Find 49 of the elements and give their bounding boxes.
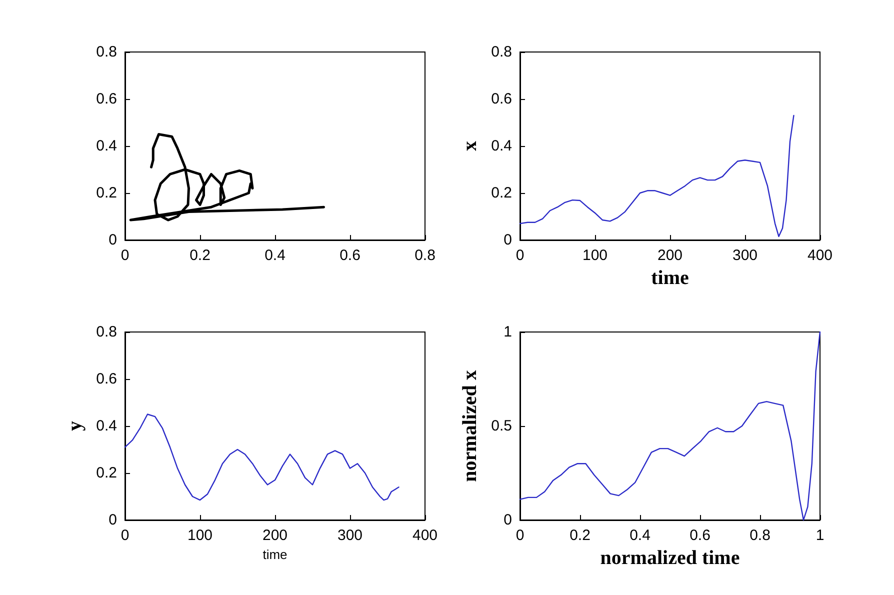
y-tick-label: 0.8	[96, 44, 117, 60]
x-tick-label: 0.2	[570, 527, 590, 544]
y-tick-label: 0	[108, 512, 117, 528]
x-tick-label: 0.2	[190, 247, 210, 264]
y-tick-label: 0.4	[96, 418, 117, 434]
y-tick-label: 0.4	[491, 138, 512, 154]
x-tick-label: 300	[732, 247, 758, 264]
x-axis-title: time	[651, 267, 689, 289]
y-tick-label: 0.6	[96, 90, 117, 108]
line-series	[129, 133, 325, 222]
x-tick-label: 400	[807, 247, 833, 264]
x-tick-label: 200	[657, 247, 683, 264]
x-tick-label: 0	[120, 247, 130, 264]
x-axis-title: time	[262, 547, 288, 562]
x-tick-label: 300	[337, 527, 363, 544]
y-tick-label: 0.6	[491, 90, 512, 108]
y-tick-label: 0.5	[491, 418, 512, 434]
y-tick-label: 0.2	[96, 184, 117, 202]
x-tick-label: 0	[516, 247, 524, 264]
x-tick-label: 0.6	[690, 527, 710, 544]
x-tick-label: 1	[816, 527, 824, 544]
x-tick-label: 0	[516, 527, 524, 544]
y-tick-label: 0.2	[491, 184, 512, 202]
y-tick-label: 0	[504, 232, 512, 248]
y-tick-label: 1	[504, 324, 512, 340]
y-tick-label: 0.6	[96, 370, 117, 388]
y-axis-title: normalized x	[459, 370, 482, 482]
y-tick-label: 0.2	[96, 464, 117, 482]
x-tick-label: 100	[582, 247, 608, 264]
y-tick-label: 0.4	[96, 138, 117, 154]
x-tick-label: 100	[187, 527, 213, 544]
y-tick-label: 0	[504, 512, 512, 528]
y-tick-label: 0.8	[491, 44, 512, 60]
line-series	[519, 114, 794, 238]
line-series	[124, 414, 400, 501]
x-tick-label: 200	[262, 527, 288, 544]
x-tick-label: 0	[120, 527, 130, 544]
line-series	[519, 331, 821, 521]
x-axis-title: normalized time	[600, 547, 740, 569]
x-tick-label: 0.8	[414, 247, 436, 264]
y-tick-label: 0	[108, 232, 117, 248]
x-tick-label: 0.8	[750, 527, 770, 544]
x-tick-label: 400	[412, 527, 438, 544]
y-axis-title: x	[459, 141, 482, 151]
y-axis-title: y	[64, 421, 86, 431]
x-tick-label: 0.6	[340, 247, 360, 264]
x-tick-label: 0.4	[264, 247, 286, 264]
x-tick-label: 0.4	[630, 527, 650, 544]
y-tick-label: 0.8	[96, 324, 117, 340]
